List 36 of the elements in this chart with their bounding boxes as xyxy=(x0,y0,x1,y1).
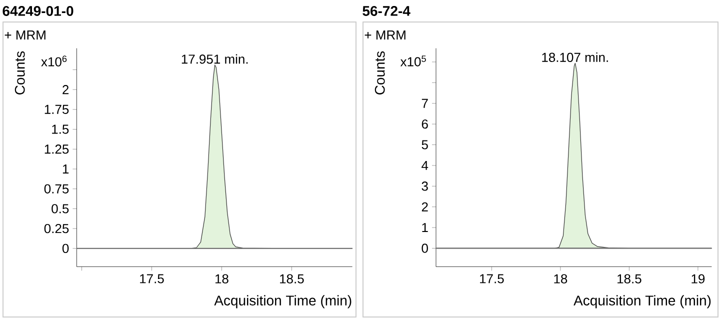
y-tick-label: 1.75 xyxy=(44,104,69,114)
x-axis-title: Acquisition Time (min) xyxy=(574,295,711,308)
y-tick-label: 0 xyxy=(62,244,69,254)
y-tick-label: 1.25 xyxy=(44,144,69,154)
y-axis-title: Counts xyxy=(374,51,385,94)
chart-title: 56-72-4 xyxy=(362,6,410,16)
text: x10$^{5}$ xyxy=(400,56,426,66)
annotation: 17.951 min. xyxy=(182,54,248,64)
text: x10$^{6}$ xyxy=(41,56,67,66)
annotation: 18.107 min. xyxy=(542,52,608,62)
x-tick-label: 17.5 xyxy=(140,274,164,284)
y-tick-label: 3 xyxy=(422,182,428,191)
y-tick-label: 0.25 xyxy=(44,224,69,234)
x-tick-label: 18 xyxy=(215,274,228,284)
x-tick-label: 18 xyxy=(554,274,568,284)
y-tick-label: 1 xyxy=(62,164,69,174)
y-tick-label: 7 xyxy=(422,98,428,108)
y-tick-label: 1.5 xyxy=(52,124,69,134)
y-tick-label: 2 xyxy=(422,202,428,212)
x-tick-label: 18.5 xyxy=(618,274,642,284)
x-axis-title: Acquisition Time (min) xyxy=(214,295,352,308)
text: + MRM xyxy=(4,30,46,40)
x-tick-label: 19 xyxy=(692,274,705,284)
y-tick-label: 1 xyxy=(422,223,428,232)
y-tick-label: 0 xyxy=(422,244,428,253)
y-tick-label: 0.5 xyxy=(52,204,69,214)
x-tick-label: 17.5 xyxy=(480,274,504,284)
y-tick-label: 5 xyxy=(422,140,428,150)
x-tick-label: 18.5 xyxy=(280,274,304,284)
y-tick-label: 4 xyxy=(422,160,428,170)
y-tick-label: 2 xyxy=(62,85,69,94)
y-axis-title: Counts xyxy=(14,51,25,94)
text: + MRM xyxy=(364,30,406,40)
y-tick-label: 6 xyxy=(422,119,428,129)
y-tick-label: 0.75 xyxy=(44,184,69,194)
chart-title: 64249-01-0 xyxy=(2,6,74,16)
